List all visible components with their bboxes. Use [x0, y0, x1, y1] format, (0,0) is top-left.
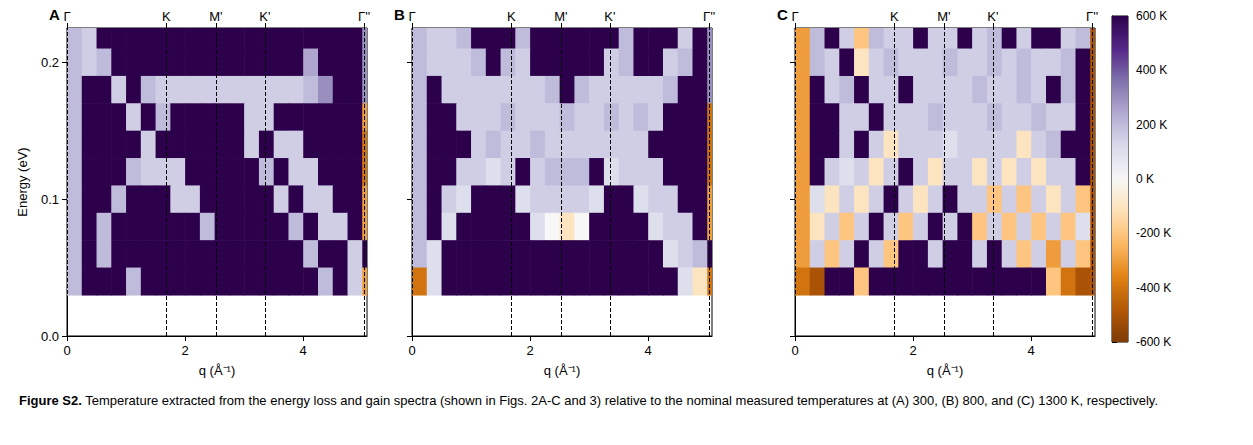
svg-text:-600 K: -600 K — [1136, 335, 1171, 349]
svg-text:0: 0 — [791, 343, 798, 358]
svg-text:B: B — [394, 6, 405, 23]
svg-text:Γ'': Γ'' — [1086, 9, 1098, 24]
svg-text:2: 2 — [909, 343, 916, 358]
svg-text:M': M' — [554, 9, 567, 24]
svg-text:4: 4 — [645, 343, 652, 358]
svg-text:0.0: 0.0 — [41, 329, 59, 344]
svg-text:C: C — [777, 6, 788, 23]
svg-text:Energy (eV): Energy (eV) — [15, 147, 30, 216]
svg-text:K: K — [507, 9, 516, 24]
svg-text:K: K — [162, 9, 171, 24]
svg-text:q (Å⁻¹): q (Å⁻¹) — [544, 363, 581, 378]
svg-text:0.2: 0.2 — [41, 55, 59, 70]
svg-text:Γ: Γ — [791, 9, 798, 24]
svg-text:M': M' — [209, 9, 222, 24]
svg-text:A: A — [49, 6, 60, 23]
svg-text:600 K: 600 K — [1136, 9, 1167, 23]
svg-text:0: 0 — [63, 343, 70, 358]
svg-text:K': K' — [259, 9, 270, 24]
svg-text:K: K — [890, 9, 899, 24]
svg-text:q (Å⁻¹): q (Å⁻¹) — [199, 363, 236, 378]
svg-text:0: 0 — [408, 343, 415, 358]
svg-text:K': K' — [604, 9, 615, 24]
svg-text:Γ'': Γ'' — [358, 9, 370, 24]
svg-text:2: 2 — [526, 343, 533, 358]
svg-text:0.1: 0.1 — [41, 192, 59, 207]
svg-text:Γ'': Γ'' — [703, 9, 715, 24]
svg-text:-400 K: -400 K — [1136, 281, 1171, 295]
svg-text:0 K: 0 K — [1136, 172, 1154, 186]
svg-text:K': K' — [987, 9, 998, 24]
svg-text:Γ: Γ — [63, 9, 70, 24]
svg-text:M': M' — [937, 9, 950, 24]
svg-text:q (Å⁻¹): q (Å⁻¹) — [927, 363, 964, 378]
svg-text:4: 4 — [1028, 343, 1035, 358]
svg-text:400 K: 400 K — [1136, 63, 1167, 77]
svg-text:200 K: 200 K — [1136, 118, 1167, 132]
svg-text:4: 4 — [300, 343, 307, 358]
svg-text:-200 K: -200 K — [1136, 226, 1171, 240]
html-text:Figure S2. Temperature extract: Figure S2. Temperature extracted from th… — [19, 393, 1158, 408]
svg-text:Γ: Γ — [408, 9, 415, 24]
svg-text:2: 2 — [181, 343, 188, 358]
